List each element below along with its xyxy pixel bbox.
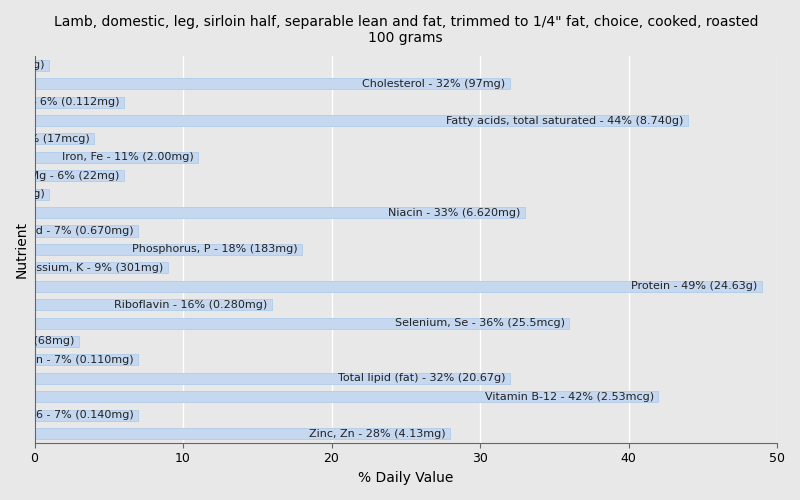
Bar bbox=[34, 244, 302, 255]
Text: Vitamin B-6 - 7% (0.140mg): Vitamin B-6 - 7% (0.140mg) bbox=[0, 410, 134, 420]
Bar bbox=[34, 280, 762, 292]
Text: Pantothenic acid - 7% (0.670mg): Pantothenic acid - 7% (0.670mg) bbox=[0, 226, 134, 236]
Text: Total lipid (fat) - 32% (20.67g): Total lipid (fat) - 32% (20.67g) bbox=[338, 374, 506, 384]
Bar bbox=[34, 428, 450, 439]
Bar bbox=[34, 391, 658, 402]
Text: Protein - 49% (24.63g): Protein - 49% (24.63g) bbox=[631, 281, 758, 291]
Bar bbox=[34, 78, 510, 89]
Y-axis label: Nutrient: Nutrient bbox=[15, 221, 29, 278]
Text: Thiamin - 7% (0.110mg): Thiamin - 7% (0.110mg) bbox=[0, 355, 134, 365]
Bar bbox=[34, 336, 79, 347]
Bar bbox=[34, 262, 168, 274]
Text: Iron, Fe - 11% (2.00mg): Iron, Fe - 11% (2.00mg) bbox=[62, 152, 194, 162]
Bar bbox=[34, 188, 50, 200]
Text: Folate, total - 4% (17mcg): Folate, total - 4% (17mcg) bbox=[0, 134, 90, 144]
Text: Fatty acids, total saturated - 44% (8.740g): Fatty acids, total saturated - 44% (8.74… bbox=[446, 116, 683, 126]
Bar bbox=[34, 226, 138, 236]
Bar bbox=[34, 170, 124, 181]
Text: Phosphorus, P - 18% (183mg): Phosphorus, P - 18% (183mg) bbox=[132, 244, 298, 254]
Text: Calcium, Ca - 1% (11mg): Calcium, Ca - 1% (11mg) bbox=[0, 60, 45, 70]
Text: Zinc, Zn - 28% (4.13mg): Zinc, Zn - 28% (4.13mg) bbox=[310, 428, 446, 438]
Bar bbox=[34, 318, 569, 328]
Bar bbox=[34, 354, 138, 366]
Text: Potassium, K - 9% (301mg): Potassium, K - 9% (301mg) bbox=[13, 263, 164, 273]
Bar bbox=[34, 373, 510, 384]
Text: Copper, Cu - 6% (0.112mg): Copper, Cu - 6% (0.112mg) bbox=[0, 97, 119, 107]
Bar bbox=[34, 115, 688, 126]
Bar bbox=[34, 299, 272, 310]
Text: Manganese, Mn - 1% (0.022mg): Manganese, Mn - 1% (0.022mg) bbox=[0, 189, 45, 199]
Text: Selenium, Se - 36% (25.5mcg): Selenium, Se - 36% (25.5mcg) bbox=[394, 318, 565, 328]
Bar bbox=[34, 410, 138, 420]
Bar bbox=[34, 60, 50, 71]
Text: Cholesterol - 32% (97mg): Cholesterol - 32% (97mg) bbox=[362, 78, 506, 88]
Text: Sodium, Na - 3% (68mg): Sodium, Na - 3% (68mg) bbox=[0, 336, 74, 346]
Bar bbox=[34, 96, 124, 108]
Text: Magnesium, Mg - 6% (22mg): Magnesium, Mg - 6% (22mg) bbox=[0, 171, 119, 181]
Text: Riboflavin - 16% (0.280mg): Riboflavin - 16% (0.280mg) bbox=[114, 300, 268, 310]
Title: Lamb, domestic, leg, sirloin half, separable lean and fat, trimmed to 1/4" fat, : Lamb, domestic, leg, sirloin half, separ… bbox=[54, 15, 758, 45]
Bar bbox=[34, 152, 198, 163]
Bar bbox=[34, 134, 94, 144]
Text: Niacin - 33% (6.620mg): Niacin - 33% (6.620mg) bbox=[388, 208, 520, 218]
Bar bbox=[34, 207, 525, 218]
X-axis label: % Daily Value: % Daily Value bbox=[358, 471, 454, 485]
Text: Vitamin B-12 - 42% (2.53mcg): Vitamin B-12 - 42% (2.53mcg) bbox=[485, 392, 654, 402]
